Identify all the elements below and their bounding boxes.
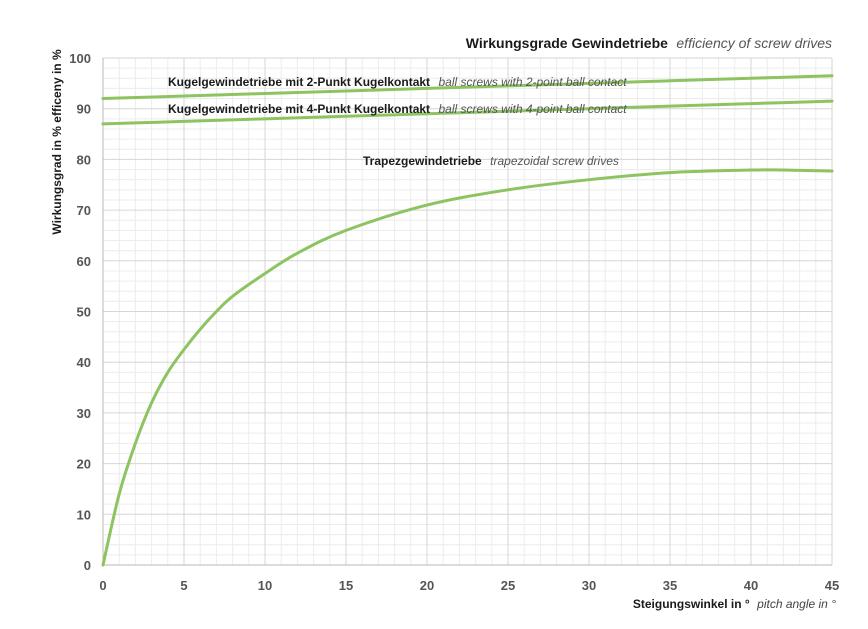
chart-title-de: Wirkungsgrade Gewindetriebe (466, 35, 668, 51)
series-lines (101, 74, 834, 567)
series-label-4point-en: ball screws with 4-point ball contact (438, 102, 627, 116)
axes (102, 58, 832, 566)
major-gridlines (102, 57, 833, 566)
series-label-trapezoidal: Trapezgewindetriebe trapezoidal screw dr… (363, 152, 619, 169)
y-tick-label: 70 (77, 203, 91, 218)
series-label-2point-en: ball screws with 2-point ball contact (438, 75, 627, 89)
y-tick-label: 20 (77, 457, 91, 472)
series-line-2point (101, 74, 834, 101)
y-tick-label: 50 (77, 305, 91, 320)
y-tick-label: 90 (77, 102, 91, 117)
y-tick-label: 80 (77, 152, 91, 167)
series-label-4point-de: Kugelgewindetriebe mit 4-Punkt Kugelkont… (168, 102, 430, 116)
series-label-2point-de: Kugelgewindetriebe mit 2-Punkt Kugelkont… (168, 75, 430, 89)
x-tick-label: 20 (420, 578, 434, 593)
series-label-trapezoidal-en: trapezoidal screw drives (490, 154, 619, 168)
y-tick-label: 60 (77, 254, 91, 269)
y-tick-label: 0 (84, 558, 91, 573)
series-label-trapezoidal-de: Trapezgewindetriebe (363, 154, 482, 168)
x-tick-label: 0 (99, 578, 106, 593)
chart-title-en: efficiency of screw drives (676, 35, 832, 51)
x-tick-label: 10 (258, 578, 272, 593)
chart-title: Wirkungsgrade Gewindetriebe efficiency o… (466, 35, 832, 52)
x-tick-label: 5 (180, 578, 187, 593)
x-axis-label-en: pitch angle in ° (756, 597, 836, 611)
y-axis-label: Wirkungsgrad in % efficeny in % (50, 49, 64, 235)
y-tick-label: 100 (69, 51, 91, 66)
series-line-4point (101, 99, 834, 126)
x-tick-label: 15 (339, 578, 353, 593)
series-label-4point: Kugelgewindetriebe mit 4-Punkt Kugelkont… (168, 100, 627, 117)
x-axis-label: Steigungswinkel in ° pitch angle in ° (633, 595, 836, 612)
x-tick-label: 30 (582, 578, 596, 593)
series-line-trapezoidal (101, 168, 834, 567)
y-tick-label: 10 (77, 507, 91, 522)
y-tick-label: 30 (77, 406, 91, 421)
x-tick-label: 45 (825, 578, 839, 593)
tick-labels: 0 5 10 15 20 25 30 35 40 45 0 10 20 30 40 50 60 70 80 90 100 (69, 51, 839, 593)
x-tick-label: 25 (501, 578, 515, 593)
x-tick-label: 35 (663, 578, 677, 593)
x-tick-label: 40 (744, 578, 758, 593)
x-axis-label-de: Steigungswinkel in ° (633, 597, 750, 611)
series-label-2point: Kugelgewindetriebe mit 2-Punkt Kugelkont… (168, 73, 627, 90)
y-tick-label: 40 (77, 355, 91, 370)
